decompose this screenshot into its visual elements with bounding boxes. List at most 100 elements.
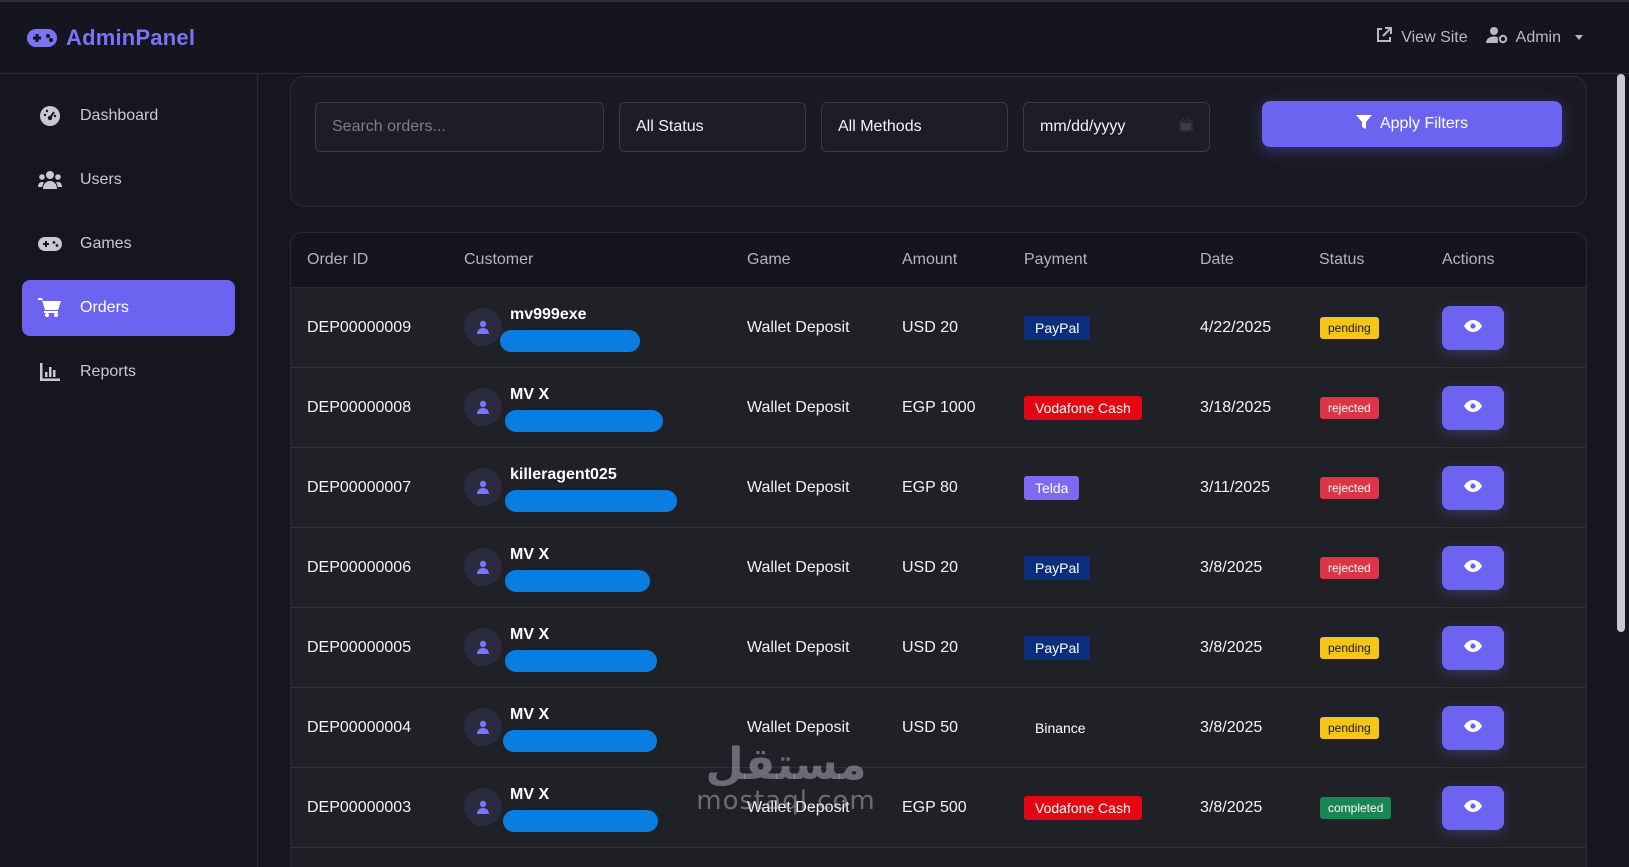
apply-filters-label: Apply Filters	[1379, 115, 1469, 132]
view-order-button[interactable]	[1442, 706, 1504, 750]
amount: USD 20	[902, 638, 959, 656]
method-select[interactable]: All Methods	[821, 102, 1008, 152]
page-scrollbar[interactable]	[1617, 74, 1625, 632]
external-link-icon	[1375, 26, 1393, 49]
customer-name: killeragent025	[510, 466, 617, 483]
method-select-value: All Methods	[838, 118, 922, 135]
sidebar-item-label: Orders	[80, 299, 129, 316]
table-row: DEP00000005 MV X Wallet Deposit USD 20 P…	[291, 608, 1586, 688]
amount: EGP 80	[902, 478, 958, 496]
view-order-button[interactable]	[1442, 306, 1504, 350]
table-row: DEP00000008 MV X Wallet Deposit EGP 1000…	[291, 368, 1586, 448]
order-date: 3/18/2025	[1200, 398, 1272, 416]
date-input[interactable]: mm/dd/yyyy	[1023, 102, 1210, 152]
col-amount: Amount	[902, 251, 958, 268]
game-name: Wallet Deposit	[747, 718, 850, 736]
chart-icon	[38, 360, 62, 384]
eye-icon	[1464, 639, 1482, 657]
order-date: 4/22/2025	[1200, 318, 1272, 336]
table-row: DEP00000004 MV X Wallet Deposit USD 50 B…	[291, 688, 1586, 768]
customer-name: MV X	[510, 386, 550, 403]
status-badge: completed	[1320, 796, 1392, 819]
status-badge: rejected	[1320, 396, 1379, 419]
status-badge: rejected	[1320, 476, 1379, 499]
order-id: DEP00000009	[307, 318, 412, 336]
order-id: DEP00000008	[307, 398, 412, 416]
view-order-button[interactable]	[1442, 626, 1504, 670]
customer-name: MV X	[510, 786, 550, 803]
redaction-mark	[505, 410, 663, 432]
users-icon	[38, 168, 62, 192]
status-badge: pending	[1320, 716, 1379, 739]
order-date: 3/8/2025	[1200, 558, 1263, 576]
table-row: DEP00000007 killeragent025 Wallet Deposi…	[291, 448, 1586, 528]
cart-icon	[38, 296, 62, 320]
chevron-down-icon	[1575, 35, 1583, 40]
view-site-link[interactable]: View Site	[1375, 26, 1468, 49]
redaction-mark	[505, 490, 677, 512]
col-game: Game	[747, 251, 791, 268]
top-navbar: AdminPanel View Site Admin	[0, 0, 1629, 74]
order-date: 3/11/2025	[1200, 478, 1270, 496]
table-row: DEP00000003 MV X Wallet Deposit EGP 500 …	[291, 768, 1586, 848]
eye-icon	[1464, 559, 1482, 577]
sidebar-item-orders[interactable]: Orders	[22, 280, 235, 336]
redaction-mark	[505, 570, 650, 592]
col-date: Date	[1200, 251, 1234, 268]
view-order-button[interactable]	[1442, 386, 1504, 430]
customer-name: MV X	[510, 546, 550, 563]
redaction-mark	[503, 730, 657, 752]
table-row: DEP00000006 MV X Wallet Deposit USD 20 P…	[291, 528, 1586, 608]
game-name: Wallet Deposit	[747, 478, 850, 496]
order-id: DEP00000003	[307, 798, 412, 816]
customer-name: mv999exe	[510, 306, 587, 323]
view-order-button[interactable]	[1442, 546, 1504, 590]
view-order-button[interactable]	[1442, 466, 1504, 510]
gamepad-icon	[38, 232, 62, 256]
redaction-mark	[503, 810, 658, 832]
user-icon	[464, 308, 502, 346]
date-placeholder: mm/dd/yyyy	[1040, 118, 1126, 135]
user-icon	[464, 628, 502, 666]
order-date: 3/8/2025	[1200, 638, 1263, 656]
eye-icon	[1464, 799, 1482, 817]
game-name: Wallet Deposit	[747, 398, 850, 416]
amount: USD 20	[902, 558, 959, 576]
customer-name: MV X	[510, 626, 550, 643]
calendar-icon[interactable]	[1179, 117, 1193, 137]
view-order-button[interactable]	[1442, 786, 1504, 830]
status-badge: rejected	[1320, 556, 1379, 579]
customer-name: MV X	[510, 706, 550, 723]
sidebar-item-label: Dashboard	[80, 107, 159, 124]
game-name: Wallet Deposit	[747, 558, 850, 576]
search-input[interactable]	[315, 102, 604, 152]
user-icon	[464, 468, 502, 506]
admin-user-menu[interactable]: Admin	[1485, 26, 1583, 49]
amount: USD 20	[902, 318, 959, 336]
user-icon	[464, 388, 502, 426]
sidebar-item-users[interactable]: Users	[22, 152, 235, 208]
eye-icon	[1464, 719, 1482, 737]
filter-icon	[1355, 114, 1372, 135]
sidebar-item-reports[interactable]: Reports	[22, 344, 235, 400]
sidebar-item-dashboard[interactable]: Dashboard	[22, 88, 235, 144]
brand-name: AdminPanel	[66, 24, 196, 50]
sidebar-item-label: Games	[80, 235, 132, 252]
view-site-label: View Site	[1401, 28, 1468, 46]
status-select[interactable]: All Status	[619, 102, 806, 152]
user-icon	[464, 708, 502, 746]
redaction-mark	[505, 650, 657, 672]
order-id: DEP00000005	[307, 638, 412, 656]
dashboard-icon	[38, 104, 62, 128]
sidebar: Dashboard Users Games Orde	[0, 74, 258, 867]
apply-filters-button[interactable]: Apply Filters	[1262, 101, 1562, 147]
payment-badge: Vodafone Cash	[1024, 395, 1142, 420]
payment-badge: Binance	[1035, 719, 1086, 736]
brand[interactable]: AdminPanel	[26, 25, 195, 51]
amount: USD 50	[902, 718, 959, 736]
sidebar-item-games[interactable]: Games	[22, 216, 235, 272]
filters-panel: All Status All Methods mm/dd/yyyy Apply …	[290, 76, 1587, 207]
payment-badge: PayPal	[1024, 315, 1091, 340]
game-name: Wallet Deposit	[747, 638, 850, 656]
order-date: 3/8/2025	[1200, 718, 1263, 736]
